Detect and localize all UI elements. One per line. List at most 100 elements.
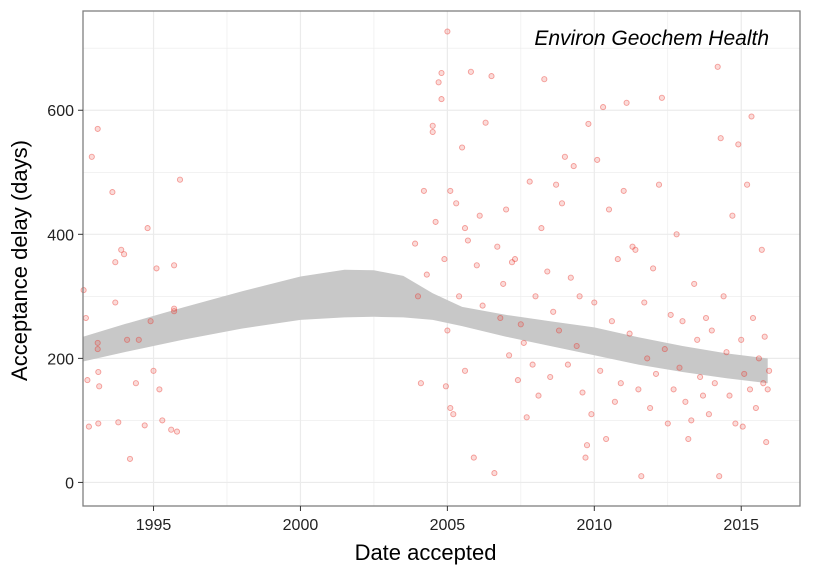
panel-border bbox=[82, 10, 801, 507]
data-point bbox=[591, 299, 598, 306]
data-point bbox=[650, 265, 657, 272]
data-point bbox=[503, 206, 510, 213]
data-point bbox=[688, 417, 695, 424]
data-point bbox=[84, 377, 91, 384]
x-tick-label: 1995 bbox=[136, 517, 172, 534]
data-point bbox=[150, 367, 157, 374]
data-point bbox=[96, 383, 103, 390]
data-point bbox=[755, 355, 762, 362]
points-layer bbox=[80, 28, 773, 480]
data-point bbox=[673, 231, 680, 238]
data-point bbox=[171, 262, 178, 269]
data-point bbox=[679, 318, 686, 325]
data-point bbox=[620, 187, 627, 194]
data-point bbox=[85, 423, 92, 430]
data-point bbox=[573, 342, 580, 350]
data-point bbox=[488, 73, 495, 80]
data-point bbox=[450, 411, 457, 418]
data-point bbox=[605, 206, 613, 213]
data-point bbox=[550, 308, 557, 315]
y-axis-title: Acceptance delay (days) bbox=[7, 140, 32, 381]
data-point bbox=[641, 299, 648, 306]
data-point bbox=[597, 367, 604, 374]
data-point bbox=[497, 314, 504, 322]
data-point bbox=[594, 156, 601, 163]
data-point bbox=[617, 380, 624, 387]
data-point bbox=[711, 380, 718, 387]
data-point bbox=[735, 141, 742, 148]
data-point bbox=[729, 212, 736, 219]
y-tick-label: 200 bbox=[47, 351, 74, 368]
data-point bbox=[94, 125, 101, 132]
data-point bbox=[708, 327, 715, 334]
data-point bbox=[171, 308, 178, 315]
data-point bbox=[517, 321, 524, 328]
data-point bbox=[676, 364, 683, 371]
data-point bbox=[579, 389, 586, 396]
data-point bbox=[746, 386, 754, 393]
data-point bbox=[109, 189, 116, 196]
data-point bbox=[758, 246, 765, 253]
data-point bbox=[144, 225, 151, 232]
data-point bbox=[447, 187, 454, 194]
x-tick-label: 2015 bbox=[723, 517, 759, 534]
data-point bbox=[726, 392, 733, 399]
data-point bbox=[147, 318, 154, 325]
data-point bbox=[508, 259, 516, 266]
data-point bbox=[608, 318, 615, 325]
data-point bbox=[135, 336, 142, 343]
data-point bbox=[749, 314, 757, 322]
data-point bbox=[716, 473, 723, 480]
data-point bbox=[461, 367, 469, 374]
data-point bbox=[558, 200, 566, 207]
data-point bbox=[417, 380, 424, 387]
y-tick-label: 400 bbox=[47, 227, 74, 244]
data-point bbox=[685, 435, 692, 443]
data-point bbox=[632, 246, 639, 253]
data-point bbox=[435, 79, 442, 86]
data-point bbox=[763, 439, 770, 446]
smooth-confidence-band bbox=[83, 269, 768, 384]
y-tick-label: 0 bbox=[65, 475, 74, 492]
data-point bbox=[442, 383, 449, 390]
data-point bbox=[159, 417, 166, 424]
data-point bbox=[168, 426, 175, 433]
data-point bbox=[576, 293, 583, 300]
data-point bbox=[414, 293, 422, 300]
data-point bbox=[629, 243, 636, 250]
data-point bbox=[555, 327, 563, 334]
data-point bbox=[95, 368, 102, 376]
data-point bbox=[553, 181, 560, 188]
data-point bbox=[705, 411, 712, 418]
data-point bbox=[95, 420, 102, 427]
data-point bbox=[124, 336, 131, 343]
data-point bbox=[702, 314, 710, 322]
data-point bbox=[670, 386, 677, 393]
data-point bbox=[600, 104, 607, 111]
data-point bbox=[541, 76, 548, 83]
data-point bbox=[82, 314, 89, 322]
data-point bbox=[766, 367, 773, 374]
data-point bbox=[638, 473, 645, 480]
data-point bbox=[461, 225, 469, 232]
data-point bbox=[423, 271, 430, 278]
data-point bbox=[752, 404, 759, 412]
data-point bbox=[94, 346, 101, 353]
data-point bbox=[694, 336, 701, 343]
journal-annotation: Environ Geochem Health bbox=[534, 27, 769, 50]
data-point bbox=[432, 218, 439, 225]
data-point bbox=[464, 237, 471, 244]
data-point bbox=[647, 404, 654, 412]
data-point bbox=[132, 380, 139, 387]
y-axis-ticks: 0 200 400 600 bbox=[47, 103, 83, 492]
data-point bbox=[603, 435, 610, 443]
data-point bbox=[623, 99, 630, 106]
data-point bbox=[635, 386, 642, 393]
data-point bbox=[697, 373, 704, 381]
y-tick-label: 600 bbox=[47, 103, 74, 120]
data-point bbox=[156, 386, 163, 393]
data-point bbox=[511, 256, 519, 263]
data-point bbox=[588, 411, 595, 418]
data-point bbox=[476, 212, 483, 219]
data-point bbox=[738, 336, 745, 343]
